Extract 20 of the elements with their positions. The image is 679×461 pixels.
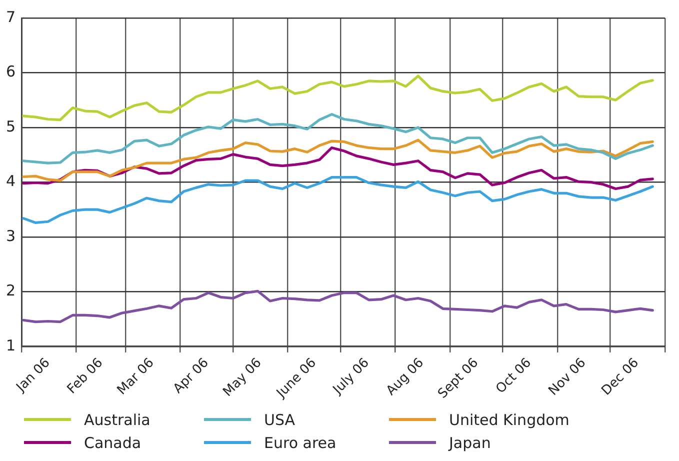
x-tick-label: Oct 06 [493, 356, 534, 397]
x-tick-label: Mar 06 [114, 356, 158, 398]
x-tick-label: Nov 06 [546, 356, 590, 399]
y-tick-label: 4 [6, 172, 16, 190]
legend-label: Euro area [264, 434, 336, 452]
x-tick-label: Dec 06 [598, 356, 642, 399]
y-tick-label: 5 [6, 117, 16, 136]
x-tick-label: Apr 06 [170, 356, 212, 397]
y-tick-label: 1 [6, 336, 16, 354]
legend-label: Canada [84, 434, 142, 452]
y-tick-label: 2 [6, 282, 16, 300]
legend-label: Japan [449, 434, 491, 452]
x-tick-label: Jan 06 [13, 356, 54, 396]
x-tick-label: Feb 06 [64, 356, 106, 398]
y-tick-label: 3 [6, 226, 16, 245]
legend-label: Australia [84, 410, 150, 428]
legend-label: USA [264, 410, 296, 428]
y-tick-label: 6 [6, 62, 16, 81]
legend-label: United Kingdom [449, 410, 570, 428]
y-tick-label: 7 [6, 8, 16, 26]
